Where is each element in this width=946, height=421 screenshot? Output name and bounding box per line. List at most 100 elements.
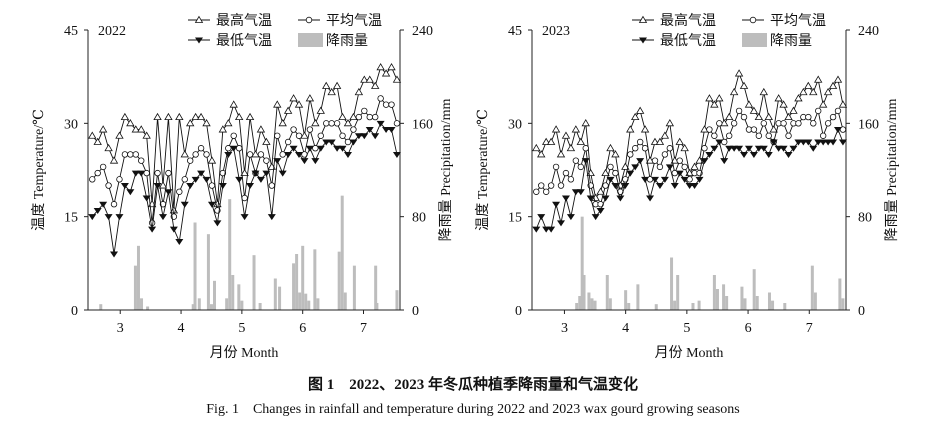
triangle-marker [818, 100, 828, 108]
triangle-marker [621, 162, 630, 170]
rain-bar [313, 249, 317, 310]
legend-label: 最高气温 [216, 12, 272, 29]
rain-bar [209, 304, 213, 310]
triangle-marker [126, 119, 135, 127]
inverted-triangle-marker [561, 195, 570, 202]
rain-bar [340, 195, 344, 310]
circle-marker [765, 132, 772, 139]
triangle-marker [360, 75, 369, 83]
inverted-triangle-marker [371, 133, 380, 140]
circle-marker [89, 176, 96, 183]
triangle-marker [809, 87, 818, 96]
inverted-triangle-marker [591, 214, 600, 221]
triangle-marker [311, 119, 320, 127]
circle-marker [636, 138, 644, 146]
circle-marker [572, 157, 580, 164]
circle-marker [176, 188, 183, 195]
triangle-marker [655, 137, 665, 145]
circle-marker [612, 169, 619, 177]
inverted-triangle-marker [164, 189, 173, 196]
inverted-triangle-marker [195, 37, 203, 44]
rain-bar [838, 278, 842, 310]
triangle-marker [789, 106, 798, 114]
rain-bar [624, 290, 628, 310]
inverted-triangle-marker [576, 189, 585, 196]
chart-year-label: 2023 [542, 24, 570, 39]
inverted-triangle-marker [392, 151, 401, 158]
x-tick-label: 3 [561, 321, 568, 336]
inverted-triangle-marker [829, 139, 838, 146]
circle-marker [165, 169, 172, 177]
inverted-triangle-marker [360, 133, 369, 140]
rain-bar [740, 286, 744, 310]
triangle-marker [759, 87, 768, 96]
x-tick-label: 7 [360, 321, 367, 336]
triangle-marker [245, 112, 255, 121]
triangle-marker [354, 87, 364, 96]
circle-marker [533, 188, 540, 195]
rain-bar [278, 286, 282, 310]
triangle-marker [799, 87, 808, 96]
circle-marker [632, 145, 639, 152]
circle-marker [567, 176, 575, 183]
series-line-0 [91, 66, 398, 211]
circle-marker [834, 107, 842, 115]
triangle-marker [273, 100, 282, 108]
circle-marker [651, 157, 659, 164]
inverted-triangle-marker [104, 214, 113, 221]
circle-marker [716, 120, 723, 127]
triangle-marker [690, 162, 699, 170]
rain-bar [697, 300, 701, 310]
circle-marker [121, 151, 129, 158]
triangle-marker [387, 63, 396, 71]
circle-marker [306, 126, 314, 133]
inverted-triangle-marker [175, 239, 184, 246]
triangle-marker [744, 100, 754, 108]
inverted-triangle-marker [262, 170, 271, 177]
triangle-marker [596, 187, 605, 195]
circle-marker [290, 126, 297, 133]
inverted-triangle-marker [809, 145, 818, 152]
rain-bar [133, 265, 137, 310]
triangle-marker [278, 119, 287, 127]
triangle-marker [283, 106, 293, 114]
circle-marker [755, 132, 763, 139]
inverted-triangle-marker [180, 201, 189, 208]
inverted-triangle-marker [202, 176, 211, 183]
inverted-triangle-marker [343, 151, 352, 158]
y-tick-label: 0 [515, 304, 522, 319]
inverted-triangle-marker [660, 176, 669, 183]
inverted-triangle-marker [838, 139, 847, 146]
rain-bar [292, 263, 296, 310]
inverted-triangle-marker [311, 158, 320, 165]
legend-label: 最高气温 [660, 12, 716, 29]
triangle-marker [224, 119, 233, 127]
triangle-marker [828, 81, 838, 89]
triangle-marker [710, 100, 719, 108]
rain-bar [197, 298, 201, 310]
rain-bar [605, 275, 609, 310]
circle-marker [219, 169, 227, 177]
triangle-marker [104, 143, 113, 152]
triangle-marker [814, 75, 823, 83]
inverted-triangle-marker [191, 176, 200, 183]
inverted-triangle-marker [680, 176, 689, 183]
circle-marker [377, 95, 384, 102]
circle-marker [602, 182, 609, 189]
circle-marker [230, 132, 237, 139]
triangle-marker [142, 131, 151, 139]
circle-marker [225, 145, 232, 152]
rain-bar [258, 303, 262, 310]
inverted-triangle-marker [153, 183, 162, 190]
rain-bar [575, 303, 579, 310]
triangle-marker [576, 137, 585, 145]
inverted-triangle-marker [532, 226, 541, 233]
inverted-triangle-marker [715, 139, 724, 146]
inverted-triangle-marker [789, 145, 798, 152]
y2-tick-label: 160 [858, 117, 879, 132]
inverted-triangle-marker [735, 145, 744, 152]
inverted-triangle-marker [99, 201, 108, 208]
circle-marker [132, 151, 139, 158]
circle-marker [562, 169, 570, 177]
triangle-marker [556, 150, 566, 158]
